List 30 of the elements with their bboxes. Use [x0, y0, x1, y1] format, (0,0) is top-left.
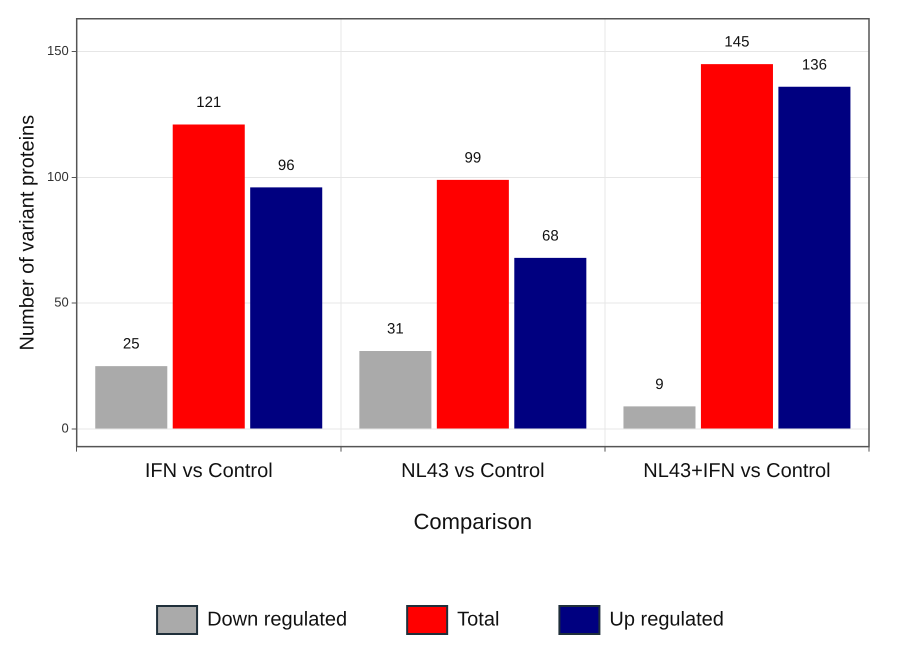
bar: [95, 366, 168, 428]
x-tick-label: NL43 vs Control: [401, 460, 545, 482]
data-label: 145: [724, 34, 750, 51]
bar: [700, 64, 773, 428]
legend-label: Up regulated: [609, 608, 724, 631]
data-label: 31: [387, 320, 404, 338]
data-label: 121: [196, 94, 222, 112]
y-tick-label: 50: [54, 294, 69, 310]
y-tick-label: 100: [46, 168, 69, 184]
legend-label: Total: [457, 608, 500, 631]
x-axis-title: Comparison: [414, 508, 532, 534]
bar: [359, 350, 432, 428]
legend-label: Down regulated: [207, 608, 348, 631]
data-label: 99: [464, 149, 482, 166]
bar: [172, 124, 245, 428]
y-tick-label: 0: [61, 420, 69, 436]
data-label: 136: [802, 56, 827, 74]
data-label: 9: [655, 376, 664, 393]
bar: [623, 406, 696, 428]
x-tick-label: NL43+IFN vs Control: [643, 460, 831, 482]
x-tick-label: IFN vs Control: [144, 460, 273, 482]
data-label: 25: [122, 336, 140, 353]
data-label: 96: [278, 157, 295, 174]
bar: [436, 180, 509, 428]
y-axis-title: Number of variant proteins: [16, 114, 39, 351]
bar: [514, 258, 586, 428]
y-tick-label: 150: [46, 43, 69, 58]
data-label: 68: [542, 228, 559, 245]
bar: [778, 86, 850, 428]
bar: [250, 187, 322, 428]
